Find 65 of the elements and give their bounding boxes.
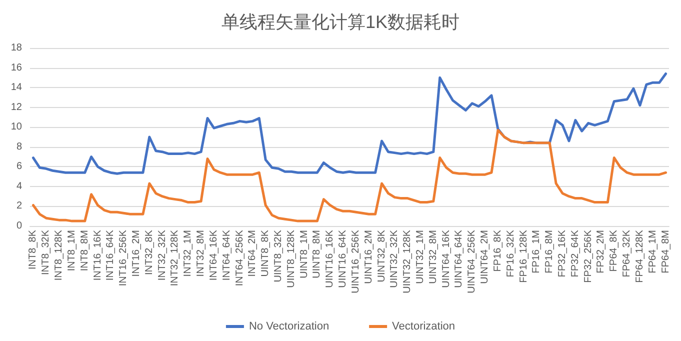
x-tick-label: FP64_8M [660,230,672,274]
x-tick-label: FP64_32K [622,230,633,278]
x-tick-label: UINT16_256K [350,230,362,294]
x-tick-label: UINT8_1M [298,230,310,278]
x-tick-label: UINT32_1M [415,230,426,284]
x-tick-label: INT16_16K [92,230,104,281]
x-tick-label: INT64_2M [247,230,258,277]
x-tick-label: UINT32_8M [428,230,439,284]
x-tick-label: FP32_16K [557,230,568,278]
x-tick-label: FP16_8K [492,230,504,272]
x-tick-label: FP32_256K [582,230,594,283]
x-tick-label: UINT8_8K [260,230,272,277]
x-tick-label: UINT64_64K [454,230,465,288]
x-tick-label: INT32_1M [182,230,194,277]
x-tick-label: INT8_128K [54,230,65,281]
y-tick-label: 2 [16,200,22,212]
legend-label: No Vectorization [248,320,330,332]
x-tick-label: UINT16_2M [363,230,374,284]
x-tick-label: FP16_128K [518,230,530,283]
x-tick-label: FP32_2M [596,230,607,274]
x-tick-label: INT16_256K [118,230,130,286]
y-tick-label: 4 [16,180,22,192]
x-tick-label: INT8_8K [28,230,39,270]
x-tick-label: FP16_8M [544,230,556,274]
x-tick-label: UINT32_8K [376,230,388,282]
x-tick-label: UINT16_16K [324,230,336,288]
y-tick-label: 18 [10,42,22,54]
x-tick-label: UINT64_2M [480,230,491,284]
x-tick-label: INT16_64K [105,230,116,281]
line-series [32,72,668,175]
x-tick-label: UINT64_16K [440,230,452,288]
x-tick-label: UINT32_128K [402,230,414,294]
y-tick-label: 6 [16,161,22,172]
y-tick-label: 12 [10,102,22,113]
x-tick-label: INT8_1M [66,230,78,272]
y-tick-label: 14 [10,82,22,94]
x-tick-label: INT64_64K [221,230,232,281]
x-tick-label: FP64_8K [608,230,620,272]
x-tick-label: FP64_128K [634,230,646,283]
x-tick-label: UINT32_32K [389,230,400,288]
line-series [32,128,668,222]
x-tick-label: UINT64_256K [466,230,478,294]
x-tick-label: INT32_8K [144,230,155,276]
y-tick-label: 8 [16,141,22,152]
x-tick-label: FP32_64K [570,230,581,278]
x-tick-label: UINT8_32K [273,230,284,282]
x-tick-label: UINT16_64K [338,230,349,288]
chart-title: 单线程矢量化计算1K数据耗时 [221,12,460,32]
x-tick-label: INT8_32K [40,230,52,276]
x-tick-label: INT64_256K [234,230,246,286]
legend-label: Vectorization [392,320,456,332]
x-tick-label: INT32_128K [170,230,181,286]
x-tick-label: UINT8_8M [312,230,323,278]
x-tick-label: UINT8_128K [286,230,297,288]
x-tick-label: INT32_32K [156,230,168,281]
x-tick-label: FP64_1M [647,230,658,274]
x-tick-label: INT64_16K [208,230,220,281]
x-tick-label: FP16_32K [505,230,516,278]
y-tick-label: 16 [10,62,22,74]
x-tick-label: INT16_2M [131,230,142,277]
y-tick-label: 0 [16,220,22,232]
x-tick-label: INT32_8M [196,230,207,277]
y-tick-label: 10 [10,122,22,133]
x-tick-label: INT8_8M [79,230,90,272]
x-tick-label: FP16_1M [531,230,542,274]
